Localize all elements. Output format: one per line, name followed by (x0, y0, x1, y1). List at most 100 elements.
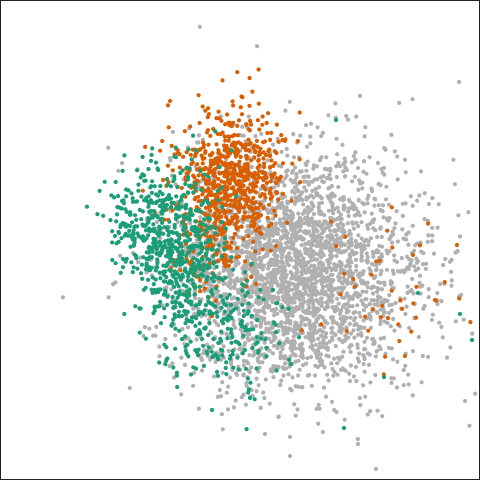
point-orange (212, 213, 217, 218)
point-green (200, 246, 205, 251)
point-gray (284, 233, 289, 238)
point-gray (308, 289, 314, 294)
point-orange (238, 196, 243, 201)
point-gray (400, 213, 405, 218)
point-gray (301, 202, 306, 207)
point-gray (303, 322, 308, 328)
point-gray (367, 155, 372, 160)
point-gray (342, 417, 347, 422)
point-gray (473, 391, 478, 396)
point-gray (191, 383, 196, 388)
point-gray (326, 208, 331, 213)
point-gray (280, 228, 285, 233)
point-green (155, 257, 160, 262)
point-gray (344, 292, 349, 297)
point-gray (247, 238, 252, 243)
point-green (135, 231, 140, 236)
point-gray (355, 345, 360, 350)
point-gray (360, 279, 365, 284)
point-green (223, 226, 228, 231)
point-gray (334, 233, 339, 238)
point-gray (220, 427, 225, 432)
point-gray (216, 323, 221, 328)
point-gray (278, 236, 283, 241)
point-gray (220, 370, 225, 375)
point-gray (392, 328, 397, 333)
point-gray (255, 270, 260, 275)
point-gray (254, 376, 259, 381)
point-orange (223, 138, 228, 143)
point-green (220, 353, 225, 358)
point-green (203, 303, 208, 308)
point-green (193, 348, 198, 353)
point-gray (113, 280, 118, 285)
point-green (209, 349, 214, 354)
point-gray (272, 252, 278, 258)
point-green (183, 321, 188, 326)
point-gray (323, 394, 329, 399)
point-gray (335, 216, 340, 221)
point-green (144, 250, 149, 255)
point-gray (351, 203, 357, 208)
point-green (188, 209, 193, 214)
point-gray (286, 263, 291, 268)
point-gray (332, 265, 338, 271)
point-orange (208, 153, 214, 158)
point-green (182, 309, 187, 314)
point-green (173, 300, 178, 305)
point-green (415, 290, 421, 296)
point-green (198, 168, 203, 174)
point-green (148, 198, 153, 203)
point-green (199, 187, 204, 192)
point-gray (262, 316, 267, 321)
point-gray (233, 398, 238, 403)
point-gray (277, 264, 282, 269)
point-green (136, 188, 141, 193)
point-orange (251, 200, 257, 205)
point-green (127, 212, 132, 217)
point-orange (215, 155, 220, 160)
point-orange (202, 167, 207, 172)
point-gray (342, 174, 348, 179)
point-gray (343, 337, 348, 342)
point-green (168, 184, 174, 189)
point-orange (268, 191, 273, 196)
point-green (161, 263, 166, 268)
point-green (170, 250, 175, 255)
point-orange (225, 177, 230, 183)
point-gray (237, 347, 242, 352)
point-gray (310, 188, 315, 193)
point-green (176, 257, 181, 262)
point-gray (374, 248, 379, 253)
point-gray (354, 378, 359, 384)
point-gray (345, 221, 350, 226)
point-green (256, 295, 261, 300)
point-gray (214, 290, 219, 295)
point-green (169, 322, 174, 328)
point-gray (354, 242, 359, 248)
point-gray (384, 184, 389, 189)
point-gray (375, 298, 380, 303)
point-orange (276, 197, 281, 202)
point-gray (320, 288, 325, 293)
point-gray (369, 211, 374, 216)
point-gray (356, 332, 361, 337)
point-gray (382, 319, 387, 324)
point-green (219, 254, 224, 259)
point-gray (378, 295, 383, 300)
point-green (157, 189, 162, 194)
point-gray (324, 155, 329, 160)
point-gray (259, 346, 264, 351)
point-gray (343, 368, 348, 373)
point-gray (270, 216, 276, 221)
point-gray (291, 274, 296, 280)
point-gray (390, 268, 395, 273)
point-gray (186, 336, 191, 341)
point-orange (235, 123, 240, 128)
point-gray (106, 295, 111, 300)
point-orange (269, 158, 274, 163)
point-gray (395, 269, 401, 274)
point-green (219, 219, 224, 225)
point-gray (294, 198, 299, 203)
